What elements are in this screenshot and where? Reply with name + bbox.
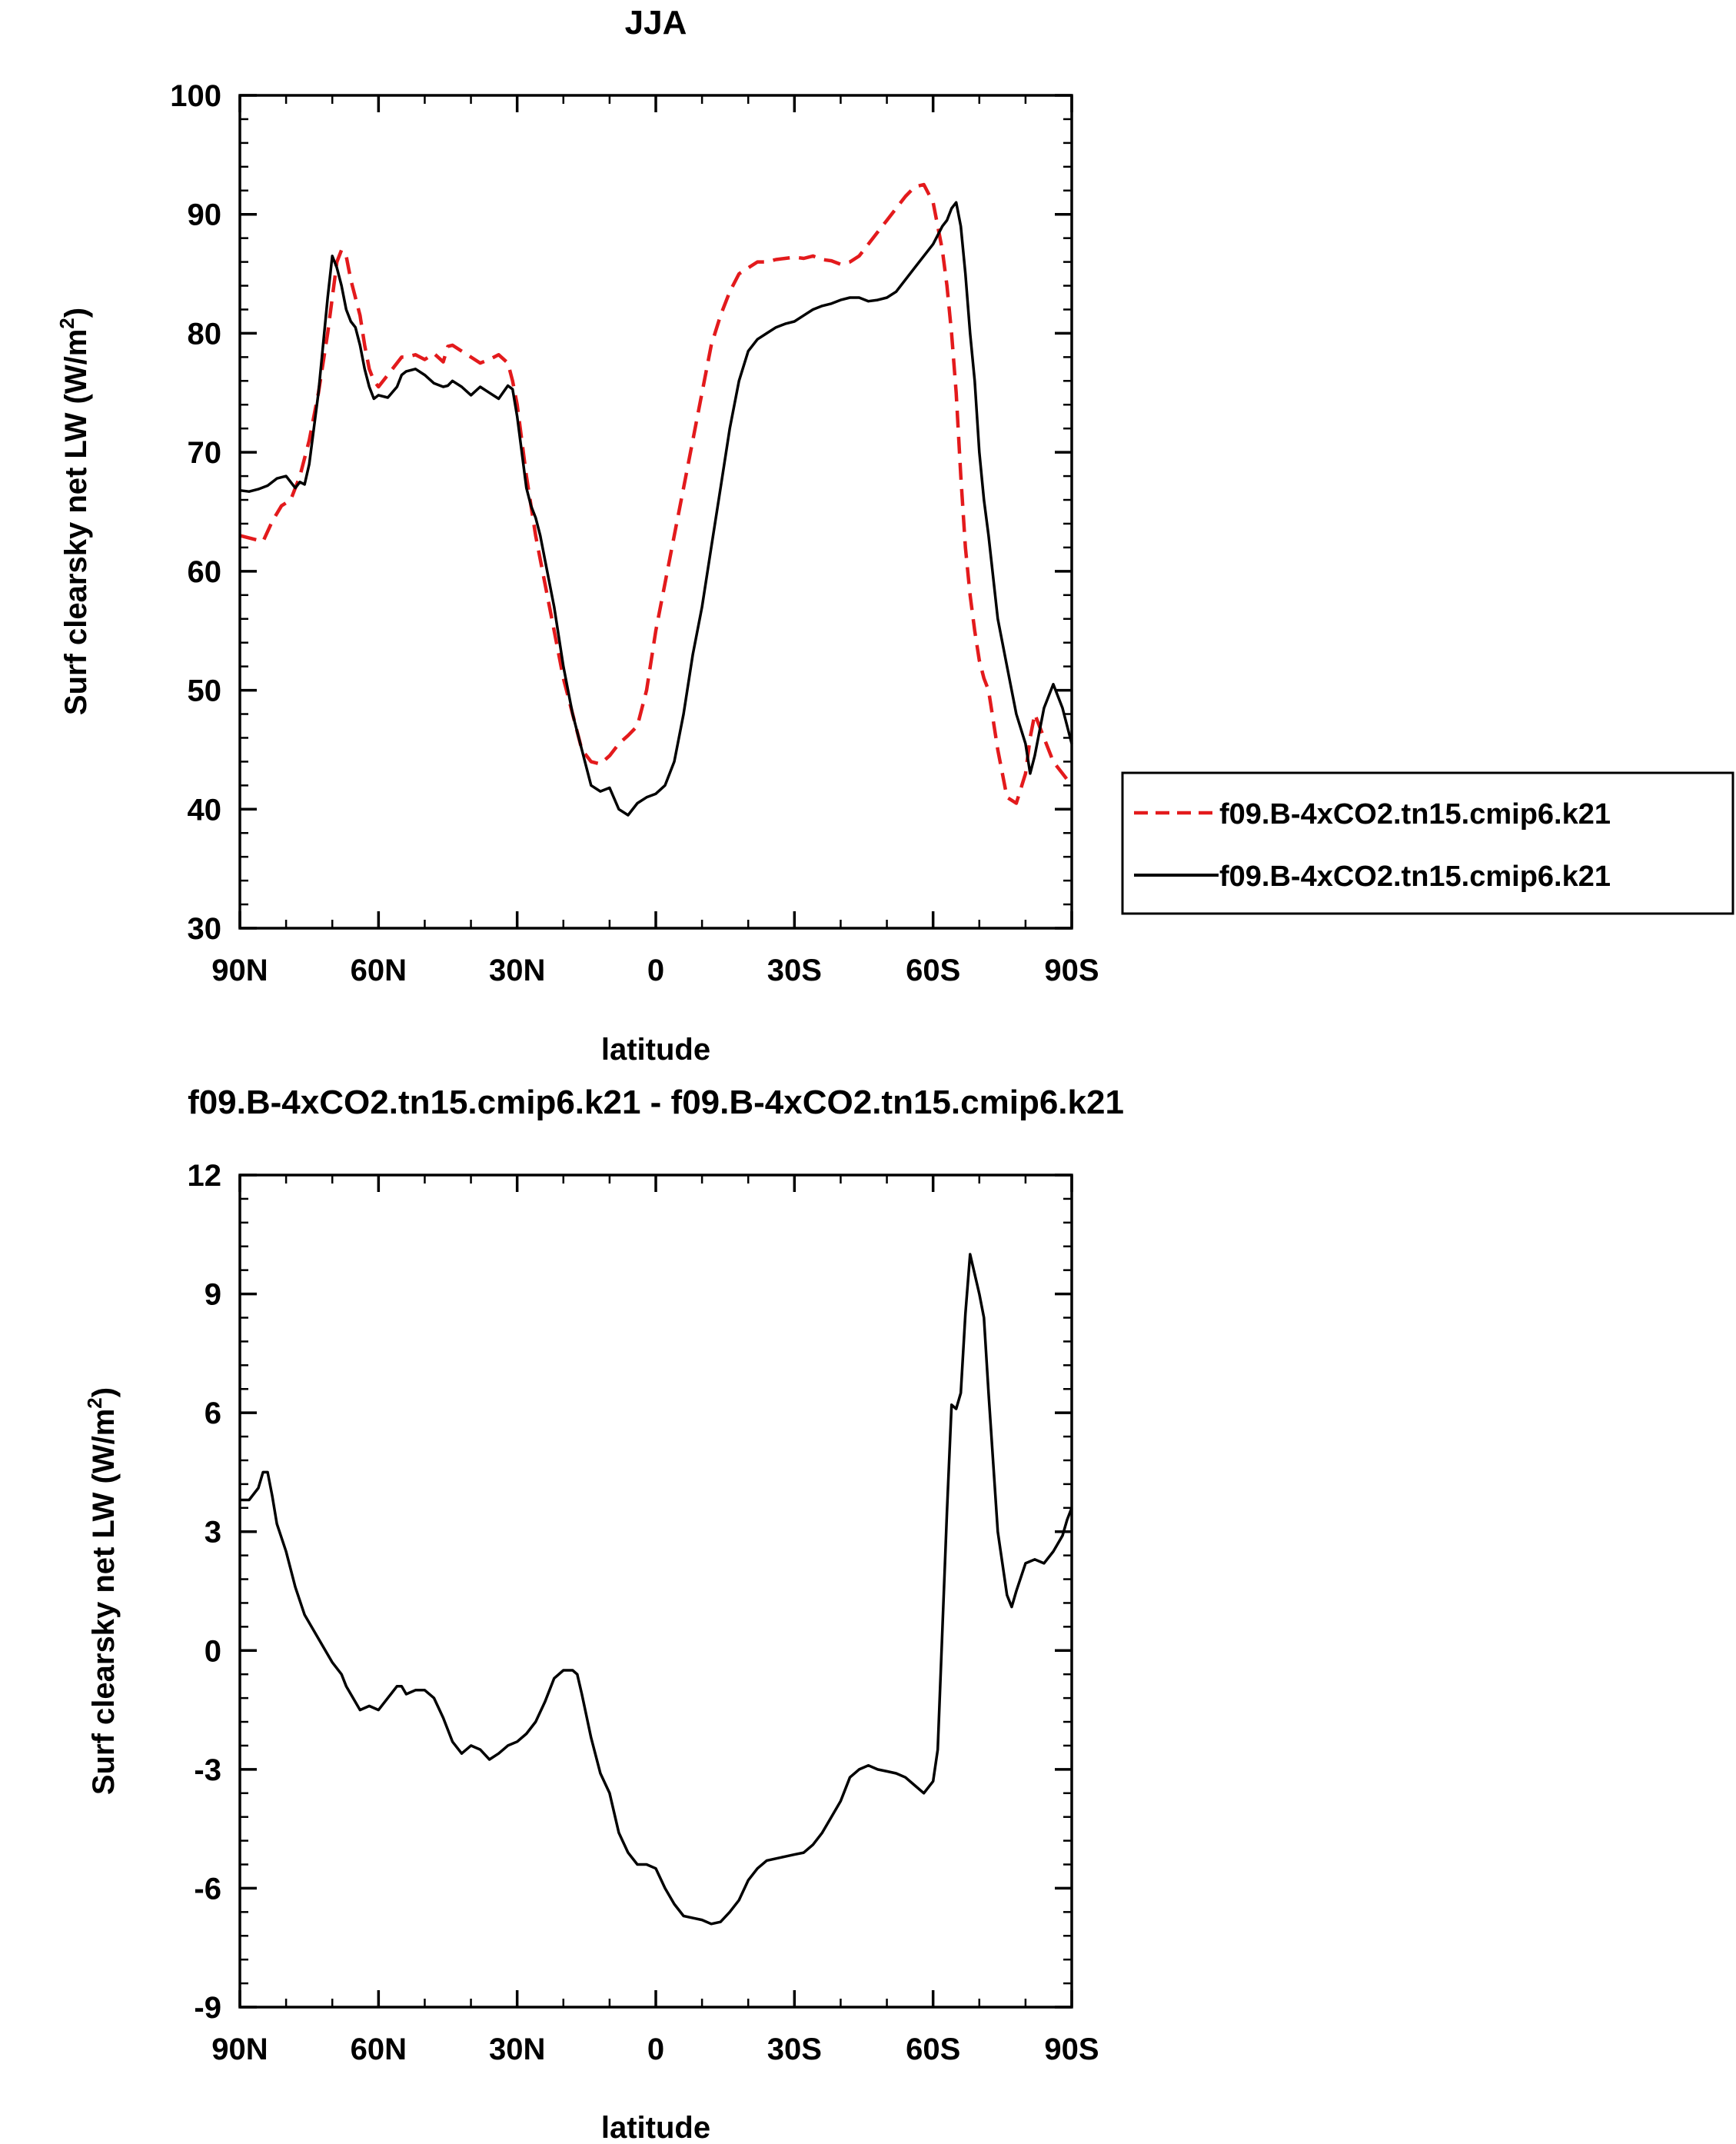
bottom-x-tick-label-5: 60S (906, 2032, 960, 2066)
top-series-line-0 (239, 182, 1073, 805)
bottom-ticks-layer: 90N 60N 30N 0 30S 60S 90S -9 -6 -3 0 3 6 9 12 (188, 1159, 1099, 2066)
bottom-y-axis-label: Surf clearsky net LW (W/m2) (83, 1387, 121, 1795)
top-x-tick-label-6: 90S (1044, 954, 1099, 987)
bottom-y-tick-label-0: -9 (194, 1991, 221, 2025)
legend: f09.B-4xCO2.tn15.cmip6.k21 f09.B-4xCO2.t… (1121, 771, 1734, 915)
top-x-tick-label-1: 60N (351, 954, 407, 987)
legend-label-red-dashed: f09.B-4xCO2.tn15.cmip6.k21 (1219, 798, 1611, 831)
bottom-y-tick-label-1: -6 (194, 1872, 221, 1906)
top-y-tick-label-3: 60 (188, 555, 222, 589)
top-panel: JJA 90N 60N 30N 0 30S 60S 90S 30 40 50 60 70 80 90 100… (55, 4, 1734, 1067)
top-x-tick-label-0: 90N (211, 954, 268, 987)
top-y-axis-label: Surf clearsky net LW (W/m2) (55, 308, 93, 715)
bottom-x-tick-label-3: 0 (647, 2032, 664, 2066)
bottom-y-tick-label-3: 0 (205, 1634, 221, 1668)
bottom-series-line-0 (240, 1253, 1073, 1926)
bottom-x-tick-label-4: 30S (767, 2032, 822, 2066)
top-x-tick-label-5: 60S (906, 954, 960, 987)
top-series-layer (239, 182, 1073, 817)
bottom-x-tick-label-1: 60N (351, 2032, 407, 2066)
top-y-tick-label-0: 30 (188, 912, 222, 946)
top-series-line-1 (239, 201, 1073, 817)
bottom-panel: f09.B-4xCO2.tn15.cmip6.k21 - f09.B-4xCO2… (83, 1084, 1124, 2144)
top-y-tick-label-6: 90 (188, 198, 222, 232)
bottom-x-tick-label-6: 90S (1044, 2032, 1099, 2066)
top-chart-title: JJA (625, 4, 687, 42)
top-y-axis-label-main: Surf clearsky net LW (W/m (59, 329, 93, 715)
top-x-axis-label: latitude (601, 1033, 710, 1067)
bottom-x-axis-label: latitude (601, 2111, 710, 2144)
top-ticks-layer: 90N 60N 30N 0 30S 60S 90S 30 40 50 60 70 80 90 100 (170, 79, 1099, 987)
bottom-plot-frame (238, 1174, 1073, 2009)
bottom-y-tick-label-5: 6 (205, 1397, 221, 1430)
top-y-axis-label-sup: 2 (55, 318, 78, 328)
bottom-y-tick-label-4: 3 (205, 1516, 221, 1550)
bottom-y-axis-label-sup: 2 (83, 1397, 106, 1408)
top-y-tick-label-2: 50 (188, 674, 222, 708)
top-y-tick-label-1: 40 (188, 793, 222, 827)
top-x-tick-label-4: 30S (767, 954, 822, 987)
bottom-y-tick-label-6: 9 (205, 1278, 221, 1312)
top-y-tick-label-7: 100 (170, 79, 221, 113)
bottom-y-axis-label-main: Surf clearsky net LW (W/m (87, 1409, 121, 1795)
bottom-chart-title: f09.B-4xCO2.tn15.cmip6.k21 - f09.B-4xCO2… (188, 1084, 1124, 1121)
top-x-tick-label-3: 0 (647, 954, 664, 987)
top-y-tick-label-4: 70 (188, 436, 222, 470)
bottom-series-layer (240, 1253, 1073, 1926)
bottom-y-tick-label-7: 12 (188, 1159, 222, 1193)
legend-box (1121, 771, 1734, 915)
top-y-axis-label-end: ) (59, 308, 93, 318)
bottom-y-tick-label-2: -3 (194, 1753, 221, 1787)
top-x-tick-label-2: 30N (489, 954, 545, 987)
bottom-y-axis-label-end: ) (87, 1387, 121, 1397)
bottom-x-tick-label-0: 90N (211, 2032, 268, 2066)
bottom-x-tick-label-2: 30N (489, 2032, 545, 2066)
legend-label-black-solid: f09.B-4xCO2.tn15.cmip6.k21 (1219, 861, 1611, 893)
top-y-tick-label-5: 80 (188, 317, 222, 351)
